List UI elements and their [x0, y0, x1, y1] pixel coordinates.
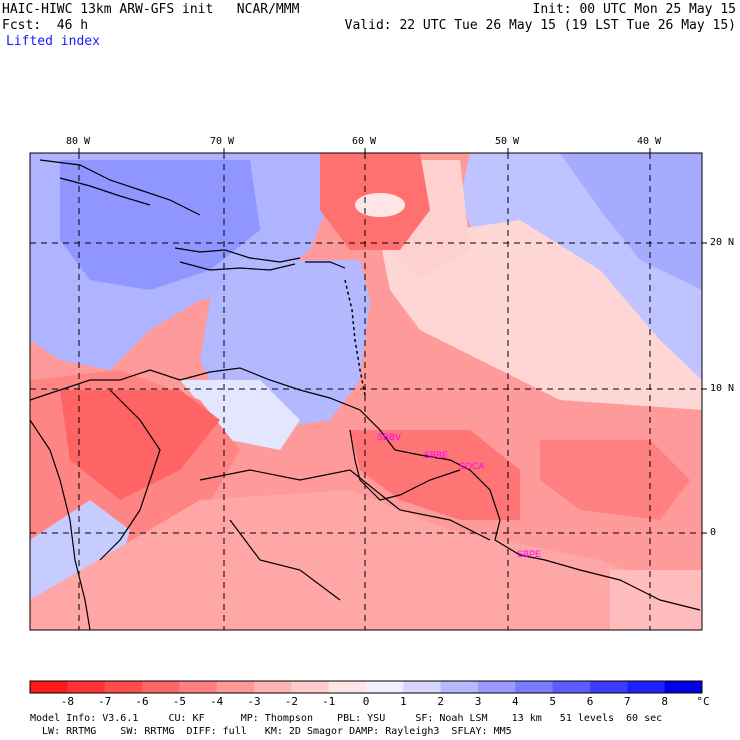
colorbar-tick-label: -5 — [172, 695, 186, 708]
guiana-border — [349, 429, 461, 501]
lat-label-10n: 10 N — [710, 383, 735, 394]
colorbar-swatch — [440, 681, 479, 693]
colorbar-tick-label: 3 — [474, 695, 482, 708]
amazon-border — [199, 469, 491, 541]
colorbar-tick-label: 1 — [400, 695, 407, 708]
map-frame — [29, 152, 703, 631]
coastlines — [30, 159, 701, 630]
header-title: HAIC-HIWC 13km ARW-GFS init NCAR/MMM — [2, 2, 300, 17]
colorbar-swatch — [627, 681, 666, 693]
colorbar-swatch — [291, 681, 330, 693]
colorbar-tick-label: 5 — [549, 695, 556, 708]
lat-label-20n: 20 N — [710, 237, 735, 248]
colorbar-swatch — [142, 681, 180, 693]
colorbar-tick-label: 6 — [586, 695, 594, 708]
colorbar-swatch — [664, 681, 703, 693]
colorbar-swatch — [30, 681, 68, 693]
andes-line — [99, 389, 161, 561]
colorbar-swatch — [478, 681, 516, 693]
pacific-coast — [30, 419, 91, 630]
colorbar-swatch — [515, 681, 554, 693]
lon-label-50w: 50 W — [495, 136, 520, 147]
map-field — [30, 153, 702, 630]
cuba-coast — [39, 159, 201, 216]
lon-label-40w: 40 W — [637, 136, 662, 147]
lon-label-80w: 80 W — [66, 136, 91, 147]
colorbar-tick-label: -1 — [322, 695, 336, 708]
header-fcst: Fcst: 46 h — [2, 18, 89, 33]
colorbar-tick-label: 0 — [362, 695, 370, 708]
station-soca: SOCA — [459, 461, 485, 471]
station-sbbe: SBBE — [424, 450, 448, 460]
colorbar-swatch — [179, 681, 218, 693]
colorbar-swatch — [104, 681, 143, 693]
border-line — [229, 519, 341, 601]
station-labels: SBBV SBBE SOCA SBPE — [377, 432, 541, 559]
header-field: Lifted index — [6, 34, 100, 49]
colorbar-swatch — [216, 681, 255, 693]
colorbar-swatch — [552, 681, 591, 693]
colorbar-tick-label: 8 — [661, 695, 668, 708]
colorbar-frame — [29, 680, 703, 694]
lat-label-0: 0 — [710, 527, 717, 538]
colorbar-tick-label: -7 — [98, 695, 112, 708]
colorbar-swatch — [403, 681, 442, 693]
lesser-antilles — [344, 279, 366, 396]
colorbar-tick-label: -8 — [60, 695, 74, 708]
south-america-coast — [30, 367, 701, 611]
gridlines — [30, 153, 702, 630]
colorbar-tick-label: 7 — [624, 695, 631, 708]
puerto-rico-coast — [305, 261, 346, 269]
hispaniola-coast-south — [179, 261, 296, 271]
colorbar-swatch — [366, 681, 404, 693]
colorbar — [29, 680, 703, 694]
station-sbpe: SBPE — [517, 549, 541, 559]
colorbar-tick-label: -4 — [210, 695, 224, 708]
colorbar-tick-label: -2 — [284, 695, 298, 708]
lon-label-60w: 60 W — [352, 136, 377, 147]
hispaniola-coast — [174, 247, 301, 263]
cuba-coast-south — [59, 177, 151, 206]
header-init: Init: 00 UTC Mon 25 May 15 — [532, 2, 737, 17]
colorbar-tick-label: -3 — [247, 695, 261, 708]
colorbar-tick-label: -6 — [135, 695, 149, 708]
footer-model-info: Model Info: V3.6.1 CU: KF MP: Thompson P… — [30, 713, 663, 724]
footer-physics: LW: RRTMG SW: RRTMG DIFF: full KM: 2D Sm… — [30, 726, 512, 737]
tick-marks — [78, 148, 707, 534]
colorbar-swatch — [67, 681, 106, 693]
station-sbbv: SBBV — [377, 432, 401, 442]
colorbar-swatch — [254, 681, 292, 693]
colorbar-swatch — [590, 681, 628, 693]
header-valid: Valid: 22 UTC Tue 26 May 15 (19 LST Tue … — [344, 18, 736, 33]
colorbar-unit: °C — [696, 695, 710, 708]
colorbar-swatch — [328, 681, 367, 693]
colorbar-tick-label: 4 — [512, 695, 519, 708]
lon-label-70w: 70 W — [210, 136, 235, 147]
colorbar-tick-label: 2 — [437, 695, 444, 708]
